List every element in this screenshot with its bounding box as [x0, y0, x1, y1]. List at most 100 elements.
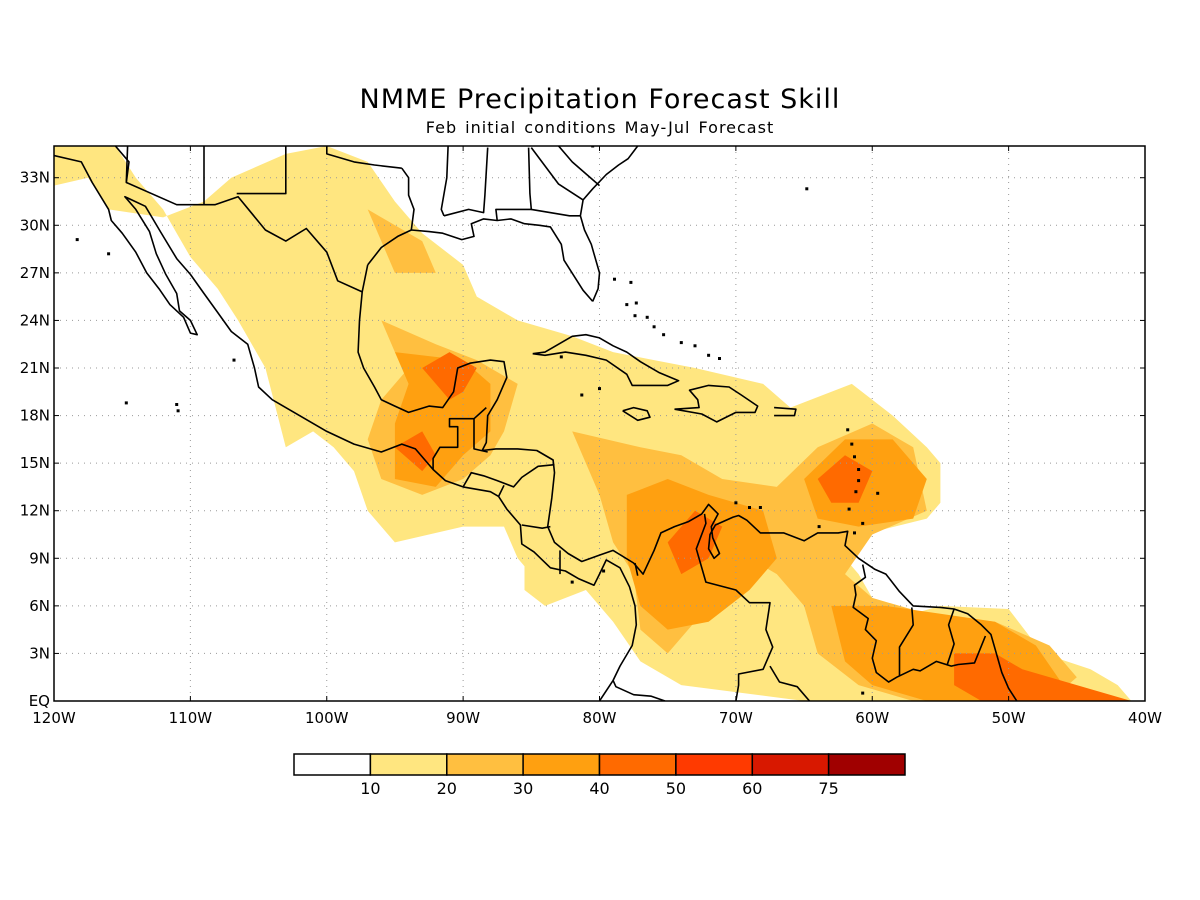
- lat-tick-label: 15N: [20, 454, 50, 472]
- coastline-16: [695, 513, 774, 701]
- coastline-21: [612, 680, 666, 701]
- lon-tick-label: 60W: [855, 709, 889, 727]
- coastline-7: [774, 406, 797, 417]
- coastline-26: [325, 146, 402, 169]
- island-mark: [633, 314, 637, 318]
- lat-tick-label: 33N: [20, 169, 50, 187]
- island-mark: [625, 303, 629, 307]
- coastline-5: [674, 384, 759, 423]
- coastline-24: [531, 208, 581, 217]
- coastline-9: [432, 407, 487, 470]
- graticule: [54, 146, 1145, 701]
- lon-tick-label: 40W: [1128, 709, 1162, 727]
- island-mark: [570, 580, 574, 584]
- coastlines: [54, 146, 1018, 706]
- island-mark: [854, 490, 858, 494]
- island-mark: [602, 569, 606, 573]
- lat-tick-label: 27N: [20, 264, 50, 282]
- colorbar-label: 30: [513, 779, 533, 798]
- colorbar-label: 50: [666, 779, 686, 798]
- coastline-4: [532, 333, 680, 387]
- island-mark: [124, 401, 128, 405]
- island-mark: [919, 703, 922, 706]
- colorbar-label: 40: [589, 779, 609, 798]
- island-mark: [748, 506, 751, 509]
- colorbar-swatch: [369, 753, 448, 776]
- colorbar-swatch: [446, 753, 524, 776]
- axis-ticks: 120W 110W 100W 90W 80W 70W 60W 50W 40W EQ 3N 6N 9N 12…: [20, 146, 1162, 727]
- skill-region-11: [817, 455, 873, 503]
- coastline-13: [521, 524, 551, 530]
- island-mark: [707, 353, 711, 357]
- colorbar-swatch: [522, 753, 601, 776]
- colorbar-swatch: [598, 753, 677, 776]
- lon-tick-label: 90W: [446, 709, 480, 727]
- island-mark: [857, 479, 861, 483]
- coastline-27: [236, 146, 287, 195]
- coastline-18: [898, 607, 915, 676]
- lon-tick-label: 80W: [583, 709, 617, 727]
- island-mark: [817, 525, 821, 529]
- island-mark: [853, 455, 856, 459]
- island-mark: [805, 187, 809, 191]
- island-mark: [758, 506, 762, 509]
- island-mark: [580, 393, 584, 397]
- coastline-0: [54, 154, 638, 701]
- lon-tick-label: 50W: [992, 709, 1026, 727]
- island-mark: [853, 531, 856, 535]
- island-mark: [693, 344, 697, 348]
- coastline-30: [440, 146, 449, 217]
- colorbar-label: 10: [360, 779, 380, 798]
- island-mark: [662, 333, 666, 337]
- chart-title: NMME Precipitation Forecast Skill: [359, 84, 841, 115]
- skill-region-8: [422, 352, 477, 400]
- lon-tick-label: 70W: [719, 709, 753, 727]
- coastline-11: [462, 463, 555, 488]
- lat-tick-label: 12N: [20, 502, 50, 520]
- lon-tick-label: 120W: [32, 709, 76, 727]
- island-mark: [634, 301, 638, 305]
- lat-tick-label: 18N: [20, 407, 50, 425]
- island-mark: [75, 238, 79, 242]
- island-mark: [629, 280, 633, 284]
- coastline-23: [495, 147, 533, 221]
- coastline-25: [401, 167, 415, 231]
- coastline-2: [367, 218, 594, 302]
- island-mark: [175, 403, 179, 406]
- lon-tick-label: 100W: [305, 709, 349, 727]
- island-mark: [861, 521, 865, 525]
- island-mark: [861, 691, 865, 695]
- coastline-12: [497, 484, 505, 497]
- island-mark: [876, 491, 880, 495]
- skill-region-12: [954, 653, 1132, 701]
- island-mark: [718, 357, 721, 360]
- island-mark: [559, 355, 563, 359]
- coastline-17: [852, 564, 987, 683]
- island-mark: [850, 442, 854, 446]
- coastline-3: [579, 146, 639, 302]
- skill-shading: [54, 146, 1132, 701]
- lon-tick-label: 110W: [169, 709, 213, 727]
- colorbar-label: 20: [437, 779, 457, 798]
- colorbar-label: 75: [818, 779, 838, 798]
- colorbar-label: 60: [742, 779, 762, 798]
- colorbar-swatch: [751, 753, 830, 776]
- lat-tick-label: 30N: [20, 216, 50, 234]
- island-mark: [613, 277, 616, 281]
- chart-subtitle: Feb initial conditions May-Jul Forecast: [425, 118, 775, 137]
- lat-tick-label: 6N: [29, 597, 50, 615]
- island-mark: [652, 325, 656, 329]
- colorbar-swatch: [293, 753, 372, 776]
- colorbar-swatch: [827, 753, 906, 776]
- island-mark: [679, 341, 683, 345]
- lat-tick-label: EQ: [29, 692, 50, 710]
- coastline-10: [473, 418, 488, 453]
- lat-tick-label: 24N: [20, 311, 50, 329]
- coastline-15: [634, 562, 639, 576]
- colorbar: 10 20 30 40 50 60 75: [293, 753, 906, 798]
- island-mark: [598, 387, 601, 391]
- island-mark: [176, 409, 180, 413]
- island-mark: [645, 315, 649, 319]
- coastline-29: [125, 146, 129, 183]
